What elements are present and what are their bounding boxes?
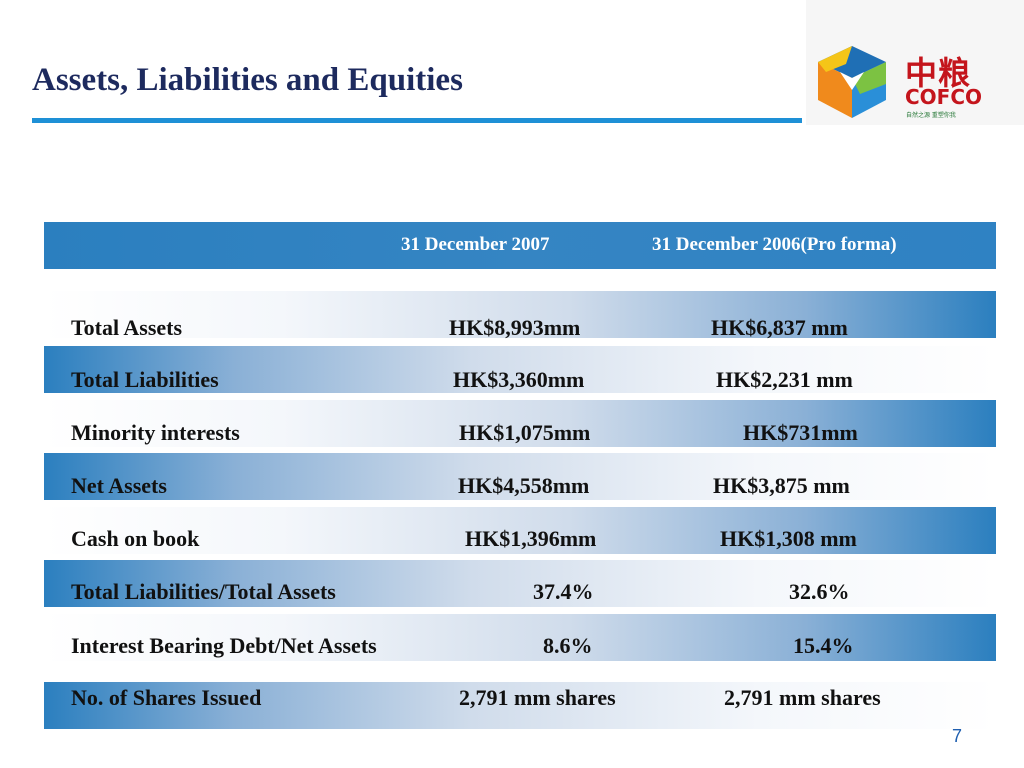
title-underline (32, 118, 802, 123)
value-2007: 2,791 mm shares (459, 685, 616, 710)
value-2006: HK$6,837 mm (711, 315, 848, 340)
table-row: Minority interests HK$1,075mm HK$731mm (44, 400, 996, 447)
table-row: No. of Shares Issued 2,791 mm shares 2,7… (44, 682, 996, 729)
value-2007: HK$1,075mm (459, 420, 591, 445)
value-2007: HK$3,360mm (453, 367, 585, 392)
page-number: 7 (952, 726, 963, 746)
row-label: Cash on book (71, 526, 200, 551)
cube-leaf-yellow (818, 46, 852, 72)
table-row: Total Liabilities/Total Assets 37.4% 32.… (44, 560, 996, 607)
table-row: Total Liabilities HK$3,360mm HK$2,231 mm (44, 346, 996, 393)
cube-center-white (840, 72, 864, 90)
header-2007: 31 December 2007 (401, 234, 550, 255)
cofco-cube-icon (818, 46, 886, 118)
value-2006: 32.6% (789, 579, 850, 604)
value-2007: HK$1,396mm (465, 526, 597, 551)
value-2006: 15.4% (793, 633, 854, 658)
value-2007: HK$8,993mm (449, 315, 581, 340)
logo-english-text: COFCO (905, 85, 983, 109)
row-label: Total Assets (71, 315, 183, 340)
cube-leaf-green (852, 62, 886, 94)
table-row: Cash on book HK$1,396mm HK$1,308 mm (44, 507, 996, 554)
logo-chinese-text: 中粮 (905, 54, 972, 92)
row-label: No. of Shares Issued (71, 685, 262, 710)
table-row: Interest Bearing Debt/Net Assets 8.6% 15… (44, 614, 996, 661)
value-2007: HK$4,558mm (458, 473, 590, 498)
table-row: Net Assets HK$4,558mm HK$3,875 mm (44, 453, 996, 500)
value-2007: 8.6% (543, 633, 593, 658)
header-2006: 31 December 2006(Pro forma) (652, 234, 897, 255)
table-row: Total Assets HK$8,993mm HK$6,837 mm (44, 291, 996, 340)
value-2006: HK$3,875 mm (713, 473, 850, 498)
table-header-row: 31 December 2007 31 December 2006(Pro fo… (44, 222, 996, 269)
value-2006: 2,791 mm shares (724, 685, 881, 710)
row-label: Minority interests (71, 420, 240, 445)
value-2006: HK$2,231 mm (716, 367, 853, 392)
value-2007: 37.4% (533, 579, 594, 604)
slide-title: Assets, Liabilities and Equities (32, 62, 463, 98)
value-2006: HK$731mm (743, 420, 858, 445)
logo-tagline: 自然之源 重塑你我 (906, 112, 956, 119)
row-label: Total Liabilities (71, 367, 219, 392)
row-label: Net Assets (71, 473, 167, 498)
row-label: Interest Bearing Debt/Net Assets (71, 633, 377, 658)
value-2006: HK$1,308 mm (720, 526, 857, 551)
row-label: Total Liabilities/Total Assets (71, 579, 336, 604)
